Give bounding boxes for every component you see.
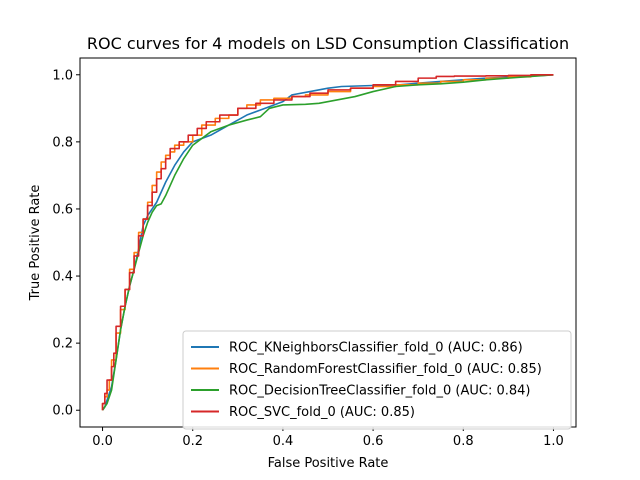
- x-tick-label: 0.0: [92, 434, 113, 449]
- y-tick-label: 0.4: [52, 270, 73, 285]
- y-tick-label: 0.2: [52, 337, 73, 352]
- series-line-3: [101, 73, 554, 411]
- legend-label: ROC_RandomForestClassifier_fold_0 (AUC: …: [229, 362, 542, 377]
- x-tick-label: 0.8: [453, 434, 474, 449]
- x-axis-ticks: 0.0 0.2 0.4 0.6 0.8 1.0: [92, 427, 564, 449]
- x-tick-label: 0.4: [273, 434, 294, 449]
- y-axis-label: True Positive Rate: [28, 185, 43, 302]
- x-tick-label: 0.2: [182, 434, 203, 449]
- legend-box: [182, 330, 572, 430]
- x-tick-label: 0.6: [363, 434, 384, 449]
- y-tick-label: 0.0: [52, 404, 73, 419]
- y-tick-label: 1.0: [52, 68, 73, 83]
- y-tick-label: 0.8: [52, 135, 73, 150]
- legend-label: ROC_KNeighborsClassifier_fold_0 (AUC: 0.…: [229, 341, 523, 356]
- x-axis-label: False Positive Rate: [268, 456, 389, 471]
- y-axis-ticks: 0.0 0.2 0.4 0.6 0.8 1.0: [52, 68, 80, 419]
- plot-lines: [101, 73, 554, 411]
- legend-label: ROC_SVC_fold_0 (AUC: 0.85): [229, 405, 415, 420]
- x-tick-label: 1.0: [543, 434, 564, 449]
- chart-title: ROC curves for 4 models on LSD Consumpti…: [87, 34, 569, 53]
- y-tick-label: 0.6: [52, 202, 73, 217]
- legend: ROC_KNeighborsClassifier_fold_0 (AUC: 0.…: [182, 330, 572, 430]
- legend-label: ROC_DecisionTreeClassifier_fold_0 (AUC: …: [229, 384, 531, 399]
